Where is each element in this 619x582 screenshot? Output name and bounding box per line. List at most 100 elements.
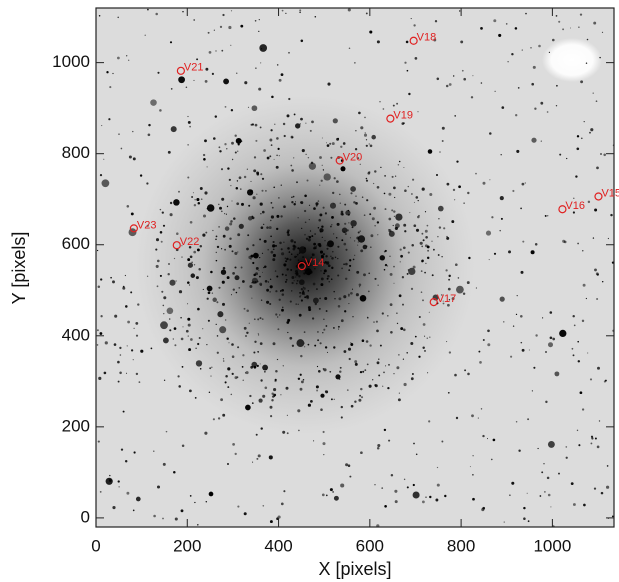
star [318,219,321,222]
star [205,232,207,234]
star [249,285,252,288]
star [244,308,246,310]
star [390,331,393,334]
star [246,248,249,251]
y-tick-label: 200 [62,416,90,435]
star [545,351,547,353]
star [112,506,115,509]
star [418,356,420,358]
star [327,144,330,147]
star [489,179,490,180]
star [521,271,524,274]
star [525,182,526,183]
star [237,346,239,348]
star [208,320,210,322]
star [200,245,202,247]
star [480,27,483,30]
star [193,19,195,21]
star [133,359,134,360]
star [360,126,363,129]
star [262,318,264,320]
star [385,264,387,266]
star [362,196,364,198]
star [384,505,387,508]
star [272,207,274,209]
x-tick-label: 600 [356,536,384,555]
star [438,218,439,219]
star [367,172,370,175]
star [493,19,496,22]
star [196,360,202,366]
star [438,206,444,212]
star [221,248,222,249]
star [281,309,284,312]
star [394,490,397,493]
star [522,183,525,186]
star [221,270,226,275]
star [306,295,309,298]
star [360,388,362,390]
star [235,376,238,379]
star [170,41,172,43]
star [255,140,257,142]
star [193,192,194,193]
star [403,122,405,124]
star [399,161,401,163]
star [160,231,163,234]
star [382,312,384,314]
star [294,280,295,281]
star [331,278,333,280]
star [299,296,301,298]
star [460,40,463,43]
star [171,88,173,90]
star [214,30,215,31]
star [135,322,138,325]
star [270,285,273,288]
star [329,281,330,282]
star [235,135,237,137]
star [254,341,256,343]
star [264,371,266,373]
star [333,291,335,293]
star [407,70,409,72]
star [254,318,256,320]
star [517,295,518,296]
star [163,225,165,227]
star [594,268,597,271]
star [331,216,334,219]
star [309,236,311,238]
star [296,339,304,347]
star [445,269,447,271]
star [518,449,520,451]
star [363,273,366,276]
star [109,475,110,476]
star [166,431,168,433]
star [215,50,216,51]
star [354,400,356,402]
star [129,155,132,158]
star [125,305,128,308]
star [393,283,394,284]
star [393,373,394,374]
star [100,278,102,280]
star [416,229,419,232]
star [333,203,334,204]
star [377,361,380,364]
star [304,343,305,344]
star [220,26,222,28]
star [320,270,321,271]
star [173,471,176,474]
star [411,193,413,195]
star [295,201,296,202]
star [278,148,280,150]
star [305,123,306,124]
star [282,431,285,434]
star [128,60,129,61]
star [298,259,300,261]
star [364,134,367,137]
star [424,336,425,337]
star [413,491,420,498]
star [581,137,583,139]
star [398,398,401,401]
star [312,317,314,319]
